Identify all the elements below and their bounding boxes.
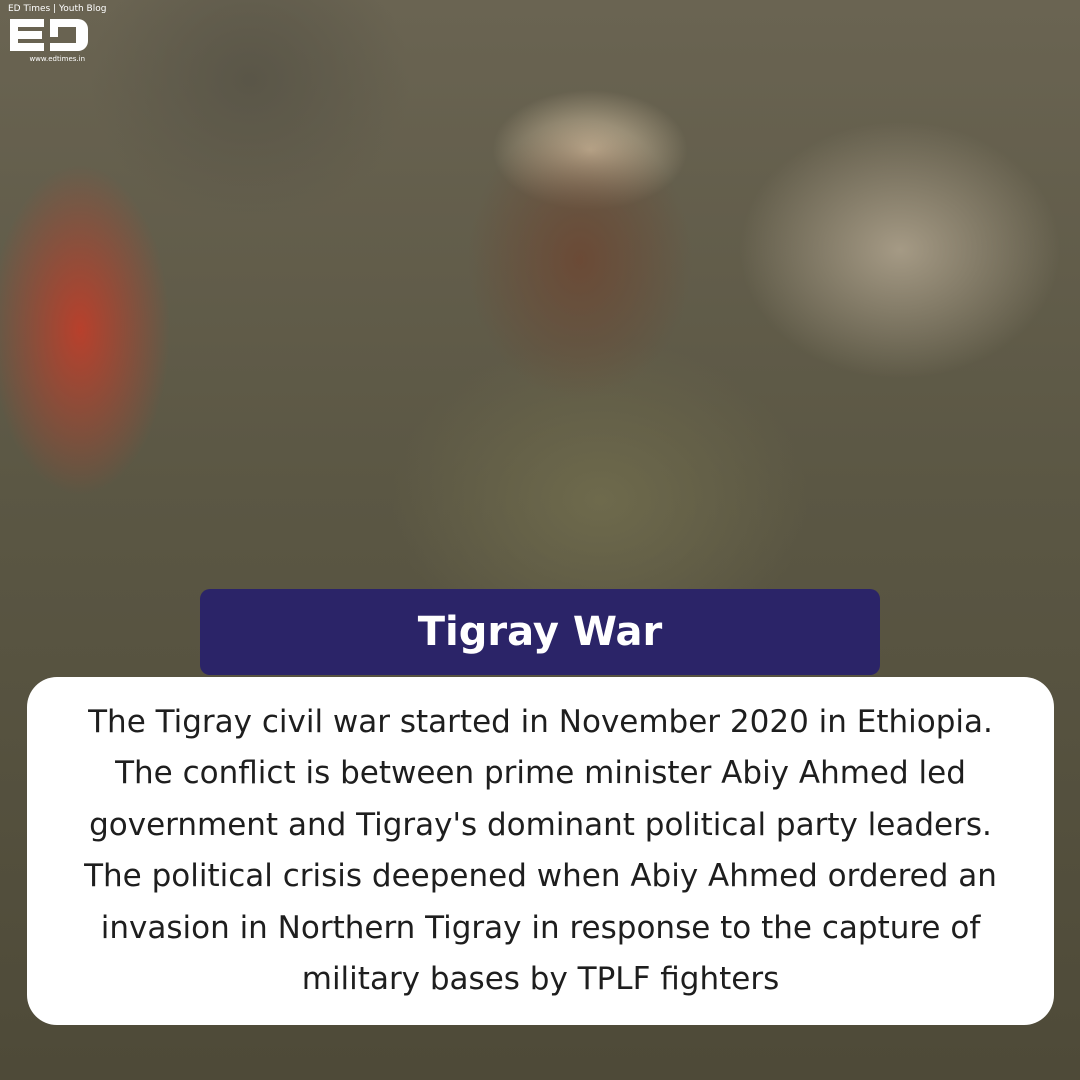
description-card: The Tigray civil war started in November… — [27, 677, 1054, 1025]
ed-logo-mark — [10, 19, 88, 51]
title-banner: Tigray War — [200, 589, 880, 675]
ed-times-logo: ED Times | Youth Blog www.edtimes.in — [8, 4, 106, 63]
logo-url: www.edtimes.in — [29, 55, 86, 63]
description-text: The Tigray civil war started in November… — [84, 703, 997, 998]
logo-tagline: ED Times | Youth Blog — [8, 4, 107, 14]
post-title: Tigray War — [417, 609, 663, 655]
